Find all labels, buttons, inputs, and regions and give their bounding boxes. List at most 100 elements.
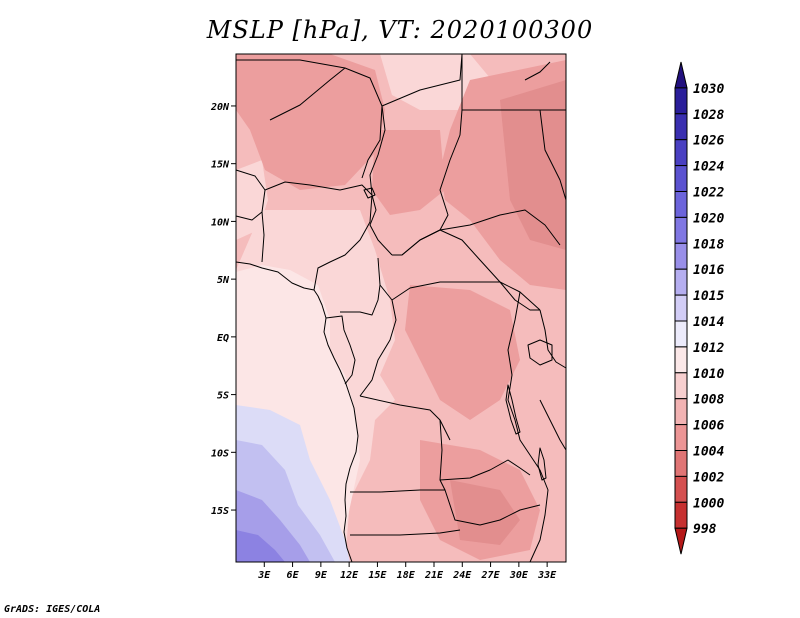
map-frame — [235, 53, 567, 563]
lat-tick-label: 20N — [210, 102, 230, 113]
lat-tick-label: 5N — [217, 275, 230, 286]
country-borders — [235, 53, 567, 563]
pressure-field — [236, 54, 566, 562]
colorbar-segment — [674, 346, 688, 374]
lat-tick-label: 10N — [211, 217, 230, 228]
lake-tanganyika — [505, 384, 521, 435]
colorbar-label: 1024 — [693, 160, 724, 175]
border-libya-chad — [381, 53, 463, 107]
colorbar-label: 1016 — [693, 263, 724, 278]
border-angola-north — [359, 395, 451, 441]
lon-tick-label: 18E — [397, 570, 416, 581]
lon-tick-label: 12E — [340, 570, 359, 581]
colorbar-segment — [674, 501, 688, 529]
lake-chad — [363, 187, 376, 199]
lat-tick-label: 15S — [211, 506, 229, 517]
field-1008-sahara — [236, 54, 385, 190]
border-gabon — [325, 315, 356, 385]
lon-tick-label: 33E — [537, 570, 557, 581]
colorbar-label: 1010 — [693, 367, 724, 382]
lon-tick-label: 30E — [509, 570, 529, 581]
border-chad-west — [369, 105, 393, 256]
border-south-sudan-east — [499, 281, 540, 311]
colorbar-segment — [674, 61, 688, 89]
colorbar-label: 1028 — [693, 108, 724, 123]
border-car-south — [377, 257, 541, 311]
colorbar-segment — [674, 475, 688, 503]
latitude-axis: 20N 15N 10N 5N EQ 5S 10S 15S — [210, 102, 236, 517]
border-mali-niger — [236, 59, 383, 179]
colorbar-label: 1002 — [693, 470, 724, 485]
colorbar: 1030 1028 1026 1024 1022 1020 1018 1016 1015 1014… — [674, 61, 724, 555]
field-1006-south — [450, 480, 520, 545]
colorbar-label: 1018 — [693, 237, 724, 252]
lat-tick-label: 10S — [211, 448, 229, 459]
colorbar-segment — [674, 450, 688, 477]
colorbar-label: 1012 — [693, 341, 724, 356]
colorbar-label: 1020 — [693, 211, 724, 226]
lake-malawi — [537, 447, 547, 481]
lake-victoria — [527, 339, 553, 366]
lon-tick-label: 6E — [287, 570, 300, 581]
colorbar-label: 1015 — [693, 289, 724, 304]
coast-red-sea — [524, 61, 551, 81]
border-uganda-kenya — [539, 309, 567, 369]
colorbar-label: 1004 — [693, 445, 724, 460]
field-1008-congo — [405, 285, 520, 420]
colorbar-label: 1000 — [693, 496, 724, 511]
lon-tick-label: 9E — [315, 570, 328, 581]
field-1006-east — [500, 80, 566, 250]
west-coastline — [235, 261, 359, 563]
border-congo-drc — [359, 299, 397, 397]
colorbar-segment — [674, 294, 688, 322]
colorbar-segment — [674, 527, 688, 555]
border-algeria-niger — [269, 67, 346, 121]
map-title: MSLP [hPa], VT: 2020100300 — [206, 16, 594, 44]
border-namibia — [350, 529, 461, 536]
border-niger-nigeria — [264, 181, 373, 196]
colorbar-label: 1008 — [693, 393, 724, 408]
colorbar-segment — [674, 268, 688, 296]
border-drc-east — [507, 291, 541, 471]
border-burkina — [235, 169, 266, 221]
lon-tick-label: 27E — [481, 570, 501, 581]
colorbar-label: 1030 — [693, 82, 724, 97]
colorbar-segment — [674, 320, 688, 348]
credit-text: GrADS: IGES/COLA — [4, 604, 101, 615]
lon-tick-label: 21E — [424, 570, 444, 581]
lat-tick-label: 5S — [217, 391, 229, 402]
longitude-axis: 3E 6E 9E 12E 15E 18E 21E 24E 27E 30E 33E — [257, 562, 557, 581]
colorbar-label: 1022 — [693, 186, 724, 201]
colorbar-segment — [674, 372, 688, 400]
colorbar-label: 1026 — [693, 134, 724, 149]
border-zambia-south — [444, 489, 541, 526]
lon-tick-label: 24E — [452, 570, 472, 581]
border-benin-togo — [261, 211, 265, 263]
colorbar-segment — [674, 191, 688, 218]
field-1022 — [236, 530, 285, 562]
lat-tick-label: EQ — [217, 333, 229, 344]
lon-tick-label: 3E — [257, 570, 271, 581]
colorbar-label: 998 — [693, 522, 717, 537]
colorbar-segment — [674, 242, 688, 270]
lon-tick-label: 15E — [368, 570, 387, 581]
border-mozambique — [529, 469, 549, 563]
border-zambia — [439, 459, 531, 481]
border-tanzania — [539, 399, 567, 451]
lat-tick-label: 15N — [211, 160, 230, 171]
colorbar-segment — [674, 113, 688, 141]
colorbar-segment — [674, 87, 688, 115]
border-ethiopia — [539, 109, 567, 201]
border-sudan-south — [439, 209, 561, 246]
colorbar-segment — [674, 398, 688, 426]
colorbar-label: 1014 — [693, 315, 724, 330]
border-cameroon-congo — [340, 284, 381, 316]
colorbar-segment — [674, 139, 688, 167]
field-1008-chad — [372, 130, 445, 215]
colorbar-segment — [674, 165, 688, 193]
colorbar-segment — [674, 216, 688, 244]
colorbar-label: 1006 — [693, 419, 724, 434]
colorbar-segment — [674, 424, 688, 452]
border-nigeria-cameroon — [313, 194, 373, 291]
